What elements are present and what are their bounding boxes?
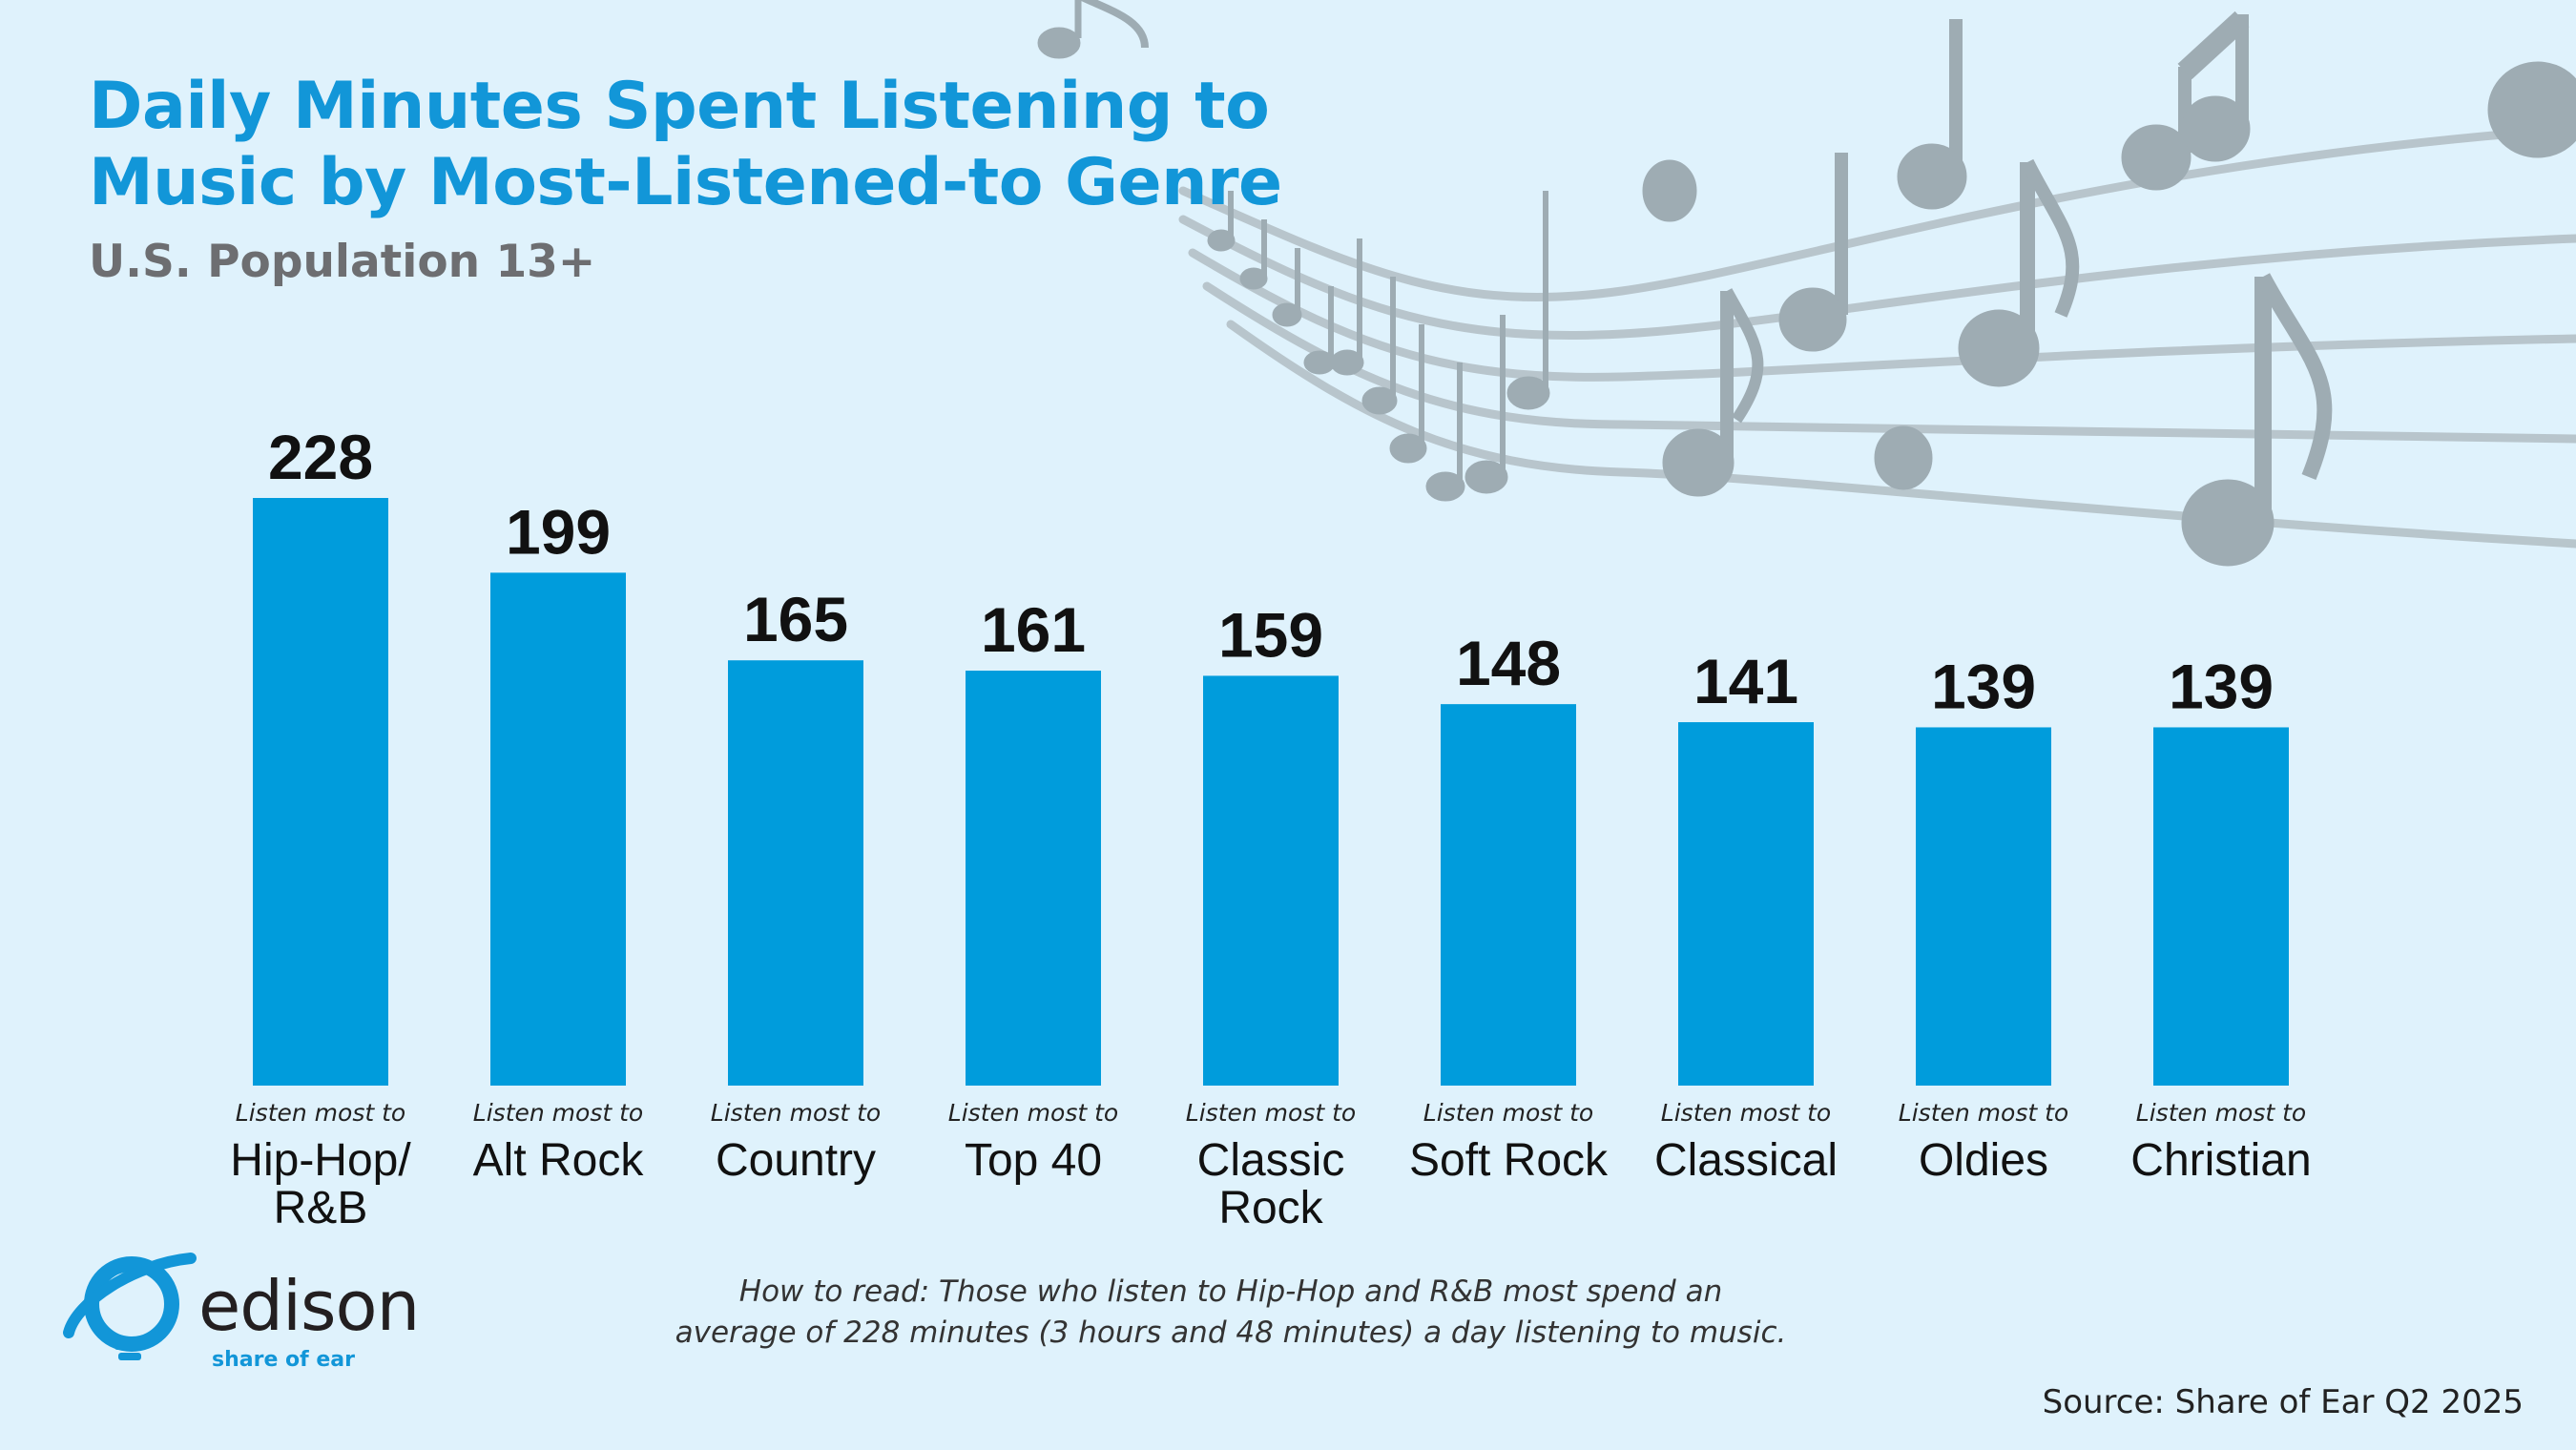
category-label-1-line1: Hip-Hop/ [230,1135,411,1186]
bar-3 [728,660,863,1086]
bar-8 [1916,727,2051,1086]
category-label-3-line1: Country [716,1135,876,1186]
category-prefix-6: Listen most to [1423,1099,1593,1127]
category-label-5-line2: Rock [1218,1183,1323,1233]
category-prefix-7: Listen most to [1661,1099,1831,1127]
category-prefix-8: Listen most to [1899,1099,2068,1127]
data-label-3: 165 [743,584,848,654]
category-prefix-5: Listen most to [1186,1099,1356,1127]
how-to-read-line2: average of 228 minutes (3 hours and 48 m… [675,1315,1787,1350]
category-prefix-2: Listen most to [473,1099,643,1127]
category-label-7-line1: Classical [1654,1135,1838,1186]
edison-bulb-icon [63,1253,197,1360]
category-label-4-line1: Top 40 [965,1135,1102,1186]
category-label-9-line1: Christian [2130,1135,2311,1186]
category-label-1-line2: R&B [274,1183,368,1233]
bar-5 [1203,675,1339,1086]
category-prefix-9: Listen most to [2136,1099,2306,1127]
category-label-6-line1: Soft Rock [1409,1135,1609,1186]
logo-tagline: share of ear [212,1348,355,1372]
data-label-6: 148 [1456,628,1561,698]
edison-logo: edison share of ear [57,1245,458,1372]
how-to-read-line1: How to read: Those who listen to Hip-Hop… [738,1274,1723,1309]
chart-subtitle: U.S. Population 13+ [89,236,596,288]
chart-title: Daily Minutes Spent Listening to Music b… [89,69,1282,221]
logo-wordmark: edison [198,1266,420,1346]
chart-title-line2: Music by Most-Listened-to Genre [89,145,1282,220]
bar-1 [253,498,388,1086]
category-prefix-4: Listen most to [948,1099,1118,1127]
category-label-2-line1: Alt Rock [473,1135,645,1186]
data-label-8: 139 [1931,651,2036,721]
category-label-5-line1: Classic [1197,1135,1345,1186]
category-prefix-1: Listen most to [236,1099,405,1127]
bar-4 [966,671,1101,1086]
data-label-4: 161 [981,594,1086,665]
category-prefix-3: Listen most to [711,1099,881,1127]
data-label-5: 159 [1218,599,1323,670]
bar-9 [2153,727,2289,1086]
bar-7 [1678,722,1814,1086]
data-label-7: 141 [1693,646,1798,716]
bar-6 [1441,704,1576,1086]
data-label-9: 139 [2169,651,2274,721]
source-note: Source: Share of Ear Q2 2025 [2042,1383,2524,1421]
category-label-8-line1: Oldies [1919,1135,2048,1186]
data-label-1: 228 [268,422,373,492]
chart-title-line1: Daily Minutes Spent Listening to [89,69,1270,144]
data-label-2: 199 [506,496,611,567]
how-to-read-note: How to read: Those who listen to Hip-Hop… [658,1272,1803,1354]
bar-2 [490,572,626,1086]
